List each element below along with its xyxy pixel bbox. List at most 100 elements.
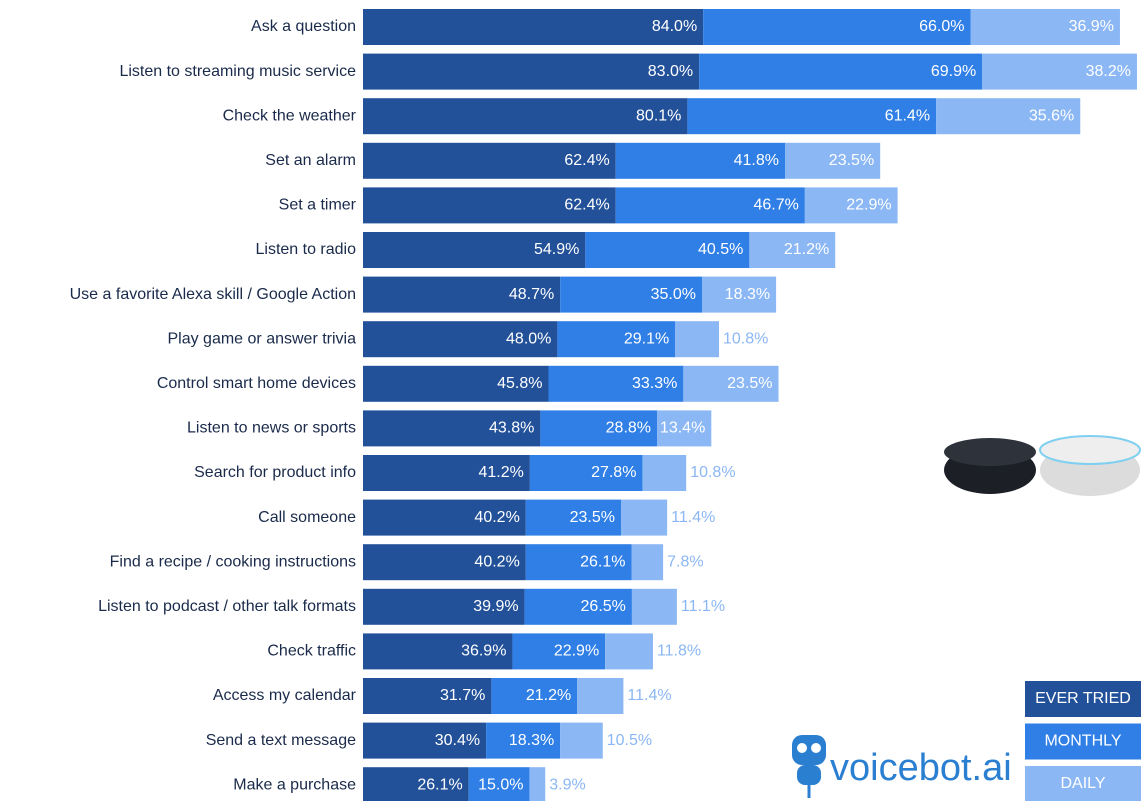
value-label: 18.3% <box>725 286 770 303</box>
value-label: 26.1% <box>580 553 625 570</box>
category-label: Set a timer <box>279 197 357 214</box>
bar-segment <box>363 365 549 402</box>
category-label: Find a recipe / cooking instructions <box>110 553 356 570</box>
category-label: Listen to news or sports <box>187 420 356 437</box>
bar-segment <box>970 9 1120 45</box>
bar-segment <box>548 365 684 402</box>
bar-segment <box>687 98 937 135</box>
bar-segment <box>701 276 777 313</box>
value-label: 45.8% <box>497 375 542 392</box>
robot-head <box>792 735 826 765</box>
echo-dot-white-top <box>1039 435 1141 465</box>
bar-segment <box>363 53 700 90</box>
bar-segment <box>560 276 702 313</box>
value-label: 10.8% <box>690 464 735 481</box>
bar-segment <box>675 321 719 358</box>
bar-segment <box>620 499 668 536</box>
value-label: 83.0% <box>648 63 693 80</box>
bar-segment <box>560 722 603 759</box>
category-label: Send a text message <box>206 732 356 749</box>
bar-segment <box>525 544 632 581</box>
bar-segment <box>615 187 805 224</box>
value-label: 46.7% <box>753 197 798 214</box>
bar-segment <box>468 767 530 801</box>
category-label: Listen to podcast / other talk formats <box>98 598 356 615</box>
value-label: 62.4% <box>564 152 609 169</box>
bar-segment <box>363 678 492 714</box>
category-label: Set an alarm <box>265 152 356 169</box>
bar-segment <box>363 276 561 313</box>
bar-segment <box>631 544 664 581</box>
value-label: 61.4% <box>885 107 930 124</box>
bar-segment <box>631 588 677 625</box>
bar-segment <box>529 455 643 491</box>
bar-segment <box>703 9 971 45</box>
value-label: 36.9% <box>461 643 506 660</box>
bar-segment <box>363 544 526 581</box>
legend-swatch <box>1025 723 1141 760</box>
value-label: 21.2% <box>784 241 829 258</box>
bar-segment <box>363 588 525 625</box>
bar-segment <box>525 499 621 536</box>
bar-segment <box>605 633 653 670</box>
category-label: Check the weather <box>223 107 357 124</box>
bar-segment <box>982 53 1137 90</box>
bar-segment <box>363 455 530 491</box>
value-label: 40.5% <box>698 241 743 258</box>
value-label: 40.2% <box>474 553 519 570</box>
robot-eye <box>811 743 821 753</box>
value-label: 80.1% <box>636 107 681 124</box>
value-label: 33.3% <box>632 375 677 392</box>
value-label: 29.1% <box>624 330 669 347</box>
value-label: 18.3% <box>509 732 554 749</box>
bar-segment <box>615 142 786 179</box>
bar-segment <box>363 9 704 45</box>
value-label: 35.6% <box>1029 107 1074 124</box>
bar-segment <box>524 588 632 625</box>
category-label: Access my calendar <box>213 687 357 704</box>
bar-segment <box>363 633 513 670</box>
value-label: 22.9% <box>554 643 599 660</box>
value-label: 26.5% <box>581 598 626 615</box>
value-label: 31.7% <box>440 687 485 704</box>
value-label: 26.1% <box>417 776 462 793</box>
value-label: 21.2% <box>526 687 571 704</box>
logo-icon <box>792 735 826 798</box>
bar-segment <box>512 633 606 670</box>
bar-segment <box>657 410 712 447</box>
value-label: 28.8% <box>606 420 651 437</box>
bar-segment <box>785 142 881 179</box>
value-label: 43.8% <box>489 420 534 437</box>
value-label: 13.4% <box>660 420 705 437</box>
bar-segment <box>363 142 616 179</box>
robot-body <box>797 765 821 785</box>
category-label: Ask a question <box>251 18 356 35</box>
category-label: Call someone <box>258 509 356 526</box>
bar-segment <box>363 98 688 135</box>
value-label: 69.9% <box>931 63 976 80</box>
value-label: 40.2% <box>474 509 519 526</box>
logo-text: voicebot.ai <box>830 747 1012 789</box>
value-label: 62.4% <box>564 197 609 214</box>
bar-segment <box>642 455 687 491</box>
value-label: 48.7% <box>509 286 554 303</box>
value-label: 15.0% <box>478 776 523 793</box>
value-label: 22.9% <box>846 197 891 214</box>
value-label: 36.9% <box>1069 18 1114 35</box>
value-label: 30.4% <box>435 732 480 749</box>
value-label: 3.9% <box>549 776 585 793</box>
category-label: Search for product info <box>194 464 356 481</box>
value-label: 23.5% <box>727 375 772 392</box>
value-label: 66.0% <box>919 18 964 35</box>
value-label: 11.4% <box>671 509 715 526</box>
bar-segment <box>363 722 487 759</box>
category-label: Listen to streaming music service <box>119 63 356 80</box>
legend-label: DAILY <box>1060 775 1105 792</box>
product-images <box>944 435 1141 496</box>
bar-segment <box>363 232 586 268</box>
bar-segment <box>804 187 898 224</box>
value-label: 7.8% <box>667 553 703 570</box>
bar-segment <box>363 187 616 224</box>
value-label: 41.2% <box>478 464 523 481</box>
legend-label: EVER TRIED <box>1035 690 1131 707</box>
